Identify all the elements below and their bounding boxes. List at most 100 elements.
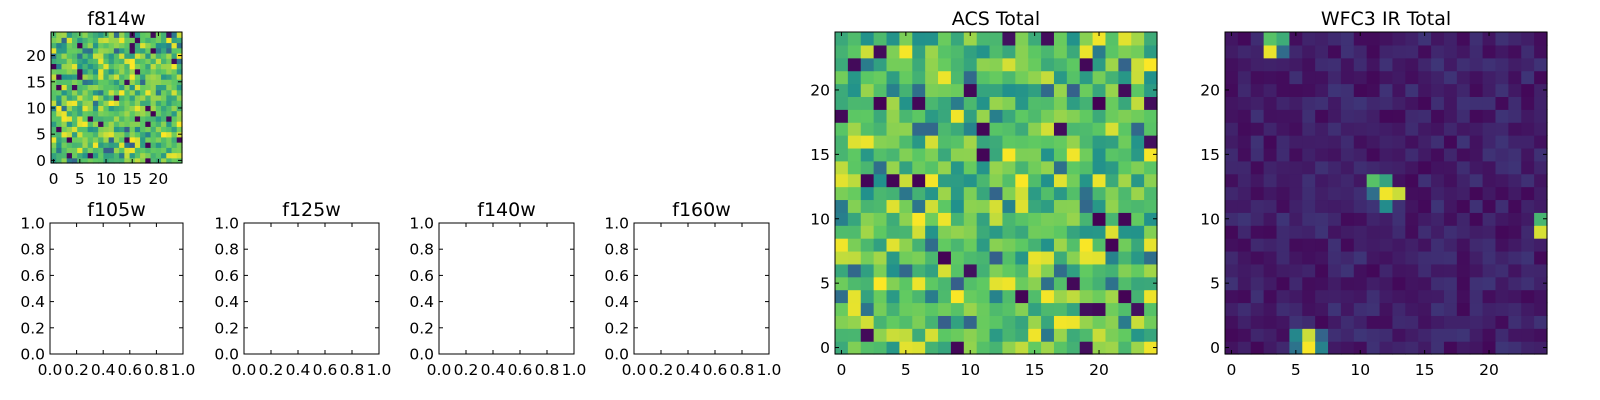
acs-total-cell <box>1028 250 1042 265</box>
f814w-cell <box>129 110 136 117</box>
f814w-cell <box>129 47 136 54</box>
acs-total-cell <box>835 238 849 252</box>
wfc3-ir-total-cell <box>1353 315 1368 329</box>
acs-total-cell <box>938 315 952 329</box>
wfc3-ir-total-cell <box>1237 44 1252 59</box>
wfc3-ir-total-cell <box>1392 57 1406 72</box>
f814w-cell <box>98 42 104 49</box>
acs-total-cell <box>886 57 900 72</box>
wfc3-ir-total-cell <box>1534 160 1548 175</box>
f814w-title: f814w <box>87 8 146 30</box>
f814w-cell <box>56 84 63 91</box>
wfc3-ir-total-cell <box>1250 96 1265 110</box>
wfc3-ir-total-cell <box>1392 238 1406 252</box>
acs-total-cell <box>1002 122 1016 136</box>
wfc3-ir-total-cell <box>1276 225 1290 239</box>
f814w-cell <box>77 147 84 154</box>
wfc3-ir-total-cell <box>1353 250 1368 265</box>
f814w-cell <box>71 58 78 65</box>
wfc3-ir-total-cell <box>1392 70 1406 85</box>
wfc3-ir-total-cell <box>1469 32 1484 46</box>
wfc3-ir-total-cell <box>1482 276 1497 291</box>
wfc3-ir-total-cell <box>1328 276 1342 291</box>
f814w-cell <box>113 110 120 117</box>
acs-total-cell <box>1079 289 1094 304</box>
f814w-cell <box>155 47 162 54</box>
acs-total-cell <box>912 212 926 226</box>
f814w-cell <box>71 37 78 44</box>
wfc3-ir-total-cell <box>1392 315 1406 329</box>
f814w-cell <box>176 58 183 65</box>
wfc3-ir-total-cell <box>1289 328 1303 342</box>
wfc3-ir-total-cell <box>1289 289 1303 304</box>
f814w-cell <box>98 126 104 133</box>
f105w-panel: 0.0 0.2 0.4 0.6 0.8 1.00.00.20.40.60.81.0f105… <box>20 199 195 379</box>
wfc3-ir-total-cell <box>1315 289 1329 304</box>
wfc3-ir-total-cell <box>1443 341 1458 355</box>
wfc3-ir-total-cell <box>1431 44 1445 59</box>
acs-total-cell <box>976 263 991 278</box>
wfc3-ir-total-cell <box>1508 122 1522 136</box>
wfc3-ir-total-cell <box>1340 96 1355 110</box>
f814w-cell <box>66 110 73 117</box>
f814w-cell <box>51 63 57 70</box>
acs-total-cell <box>847 160 862 175</box>
wfc3-ir-total-cell <box>1276 186 1290 201</box>
acs-total-cell <box>925 328 939 342</box>
acs-total-cell <box>1015 212 1029 226</box>
f814w-cell <box>171 142 178 148</box>
f814w-cell <box>56 115 63 122</box>
acs-total-cell <box>976 225 991 239</box>
f814w-cell <box>119 68 125 75</box>
wfc3-ir-total-cell <box>1353 160 1368 175</box>
f814w-cell <box>77 115 84 122</box>
acs-total-cell <box>938 302 952 316</box>
f814w-cell <box>77 42 84 49</box>
acs-total-cell <box>873 263 888 278</box>
acs-total-cell <box>1079 225 1094 239</box>
acs-total-cell <box>1144 341 1158 355</box>
f814w-cell <box>98 115 104 122</box>
f125w-y-tick-label: 0.6 <box>214 267 239 285</box>
acs-total-cell <box>1066 109 1081 123</box>
f814w-cell <box>108 58 115 65</box>
acs-total-cell <box>1105 263 1119 278</box>
wfc3-ir-total-cell <box>1456 263 1471 278</box>
acs-total-cell <box>963 83 978 97</box>
wfc3-ir-total-cell <box>1340 57 1355 72</box>
acs-total-cell <box>1015 315 1029 329</box>
f814w-cell <box>98 47 104 54</box>
wfc3-ir-total-cell <box>1443 147 1458 162</box>
acs-total-cell <box>976 315 991 329</box>
f814w-cell <box>134 105 141 112</box>
f814w-cell <box>134 58 141 65</box>
acs-total-cell <box>1028 135 1042 149</box>
acs-total-cell <box>886 225 900 239</box>
f814w-cell <box>87 100 94 106</box>
wfc3-ir-total-cell <box>1405 315 1419 329</box>
wfc3-ir-total-cell <box>1289 173 1303 188</box>
f814w-cell <box>129 79 136 85</box>
f814w-cell <box>56 105 63 112</box>
f814w-cell <box>56 94 63 101</box>
wfc3-ir-total-cell <box>1508 57 1522 72</box>
wfc3-ir-total-cell <box>1418 199 1432 213</box>
wfc3-ir-total-cell <box>1353 32 1368 46</box>
acs-total-cell <box>989 160 1004 175</box>
f814w-cell <box>98 152 104 159</box>
acs-total-cell <box>925 341 939 355</box>
f814w-cell <box>77 73 84 80</box>
acs-total-cell <box>1105 135 1119 149</box>
f814w-cell <box>129 105 136 112</box>
f814w-cell <box>134 157 141 164</box>
f814w-cell <box>82 84 89 91</box>
f814w-cell <box>51 89 57 96</box>
acs-total-cell <box>860 147 875 162</box>
acs-total-cell <box>899 276 913 291</box>
wfc3-ir-total-cell <box>1534 199 1548 213</box>
acs-total-cell <box>1144 32 1158 46</box>
wfc3-ir-total-cell <box>1276 109 1290 123</box>
f814w-cell <box>134 100 141 106</box>
wfc3-ir-total-cell <box>1418 70 1432 85</box>
wfc3-ir-total-cell <box>1315 276 1329 291</box>
